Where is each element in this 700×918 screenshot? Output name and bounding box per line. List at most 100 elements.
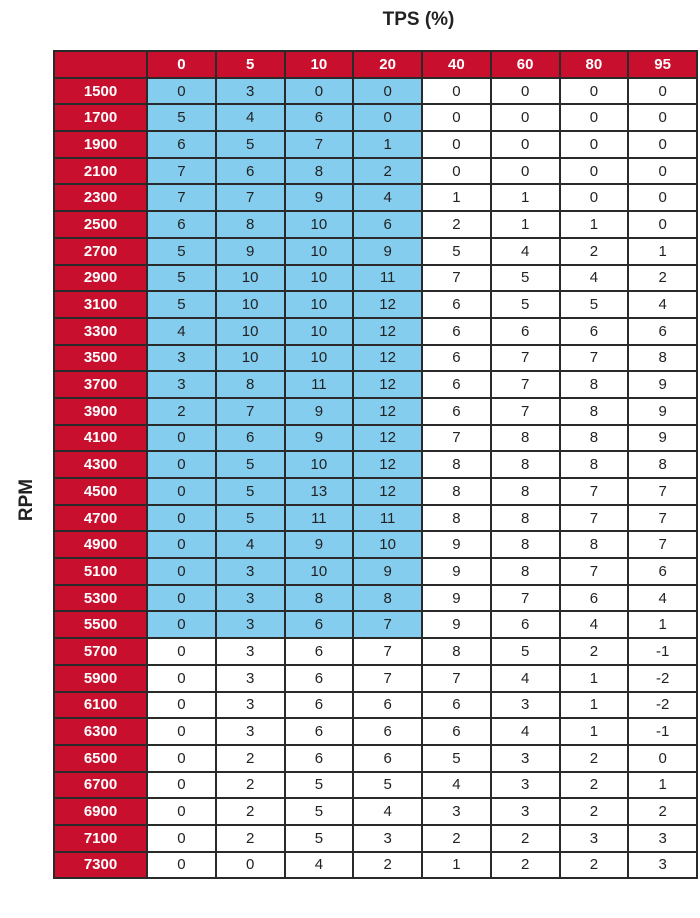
table-row: 6700 0 2 5 5 4 3 2 1 <box>53 770 698 800</box>
table-cell: 0 <box>146 530 217 560</box>
column-header-tps-40: 40 <box>421 50 492 79</box>
row-header-rpm: 1900 <box>53 130 148 159</box>
table-cell: 2 <box>352 850 423 880</box>
table-cell: 4 <box>421 770 492 800</box>
table-row: 4700 0 5 11 11 8 8 7 7 <box>53 503 698 533</box>
table-cell: 2 <box>214 823 286 853</box>
row-header-rpm: 4100 <box>53 423 148 453</box>
table-row: 3300 4 10 10 12 6 6 6 6 <box>53 316 698 346</box>
table-row: 5100 0 3 10 9 9 8 7 6 <box>53 557 698 586</box>
column-header-tps-60: 60 <box>489 50 561 79</box>
table-row: 6300 0 3 6 6 6 4 1 -1 <box>53 717 698 746</box>
table-row: 7300 0 0 4 2 1 2 2 3 <box>53 850 698 880</box>
row-header-rpm: 6100 <box>53 690 148 720</box>
table-cell: 6 <box>352 717 423 746</box>
table-cell: 10 <box>283 263 355 293</box>
row-header-rpm: 2300 <box>53 183 148 213</box>
table-cell: 7 <box>558 343 630 373</box>
table-cell: 1 <box>421 183 492 213</box>
table-cell: 10 <box>214 316 286 346</box>
table-cell: 8 <box>558 396 630 426</box>
table-cell: 5 <box>421 236 492 266</box>
row-header-rpm: 5300 <box>53 583 148 613</box>
table-cell: 9 <box>214 236 286 266</box>
table-cell: 10 <box>214 290 286 319</box>
table-cell: 3 <box>146 370 217 399</box>
table-cell: 10 <box>214 343 286 373</box>
table-cell: 2 <box>214 770 286 800</box>
table-cell: 6 <box>283 610 355 640</box>
table-cell: 5 <box>558 290 630 319</box>
table-cell: 0 <box>283 76 355 106</box>
table-cell: 12 <box>352 343 423 373</box>
table-cell: 3 <box>489 797 561 826</box>
row-header-rpm: 3300 <box>53 316 148 346</box>
table-cell: 3 <box>214 557 286 586</box>
table-row: 3100 5 10 10 12 6 5 5 4 <box>53 290 698 319</box>
table-cell: 10 <box>352 530 423 560</box>
row-header-rpm: 6300 <box>53 717 148 746</box>
table-cell: 0 <box>146 583 217 613</box>
row-header-rpm: 6500 <box>53 743 148 773</box>
table-cell: 11 <box>352 263 423 293</box>
table-cell: 0 <box>352 76 423 106</box>
table-cell: 6 <box>627 316 698 346</box>
row-header-rpm: 6900 <box>53 797 148 826</box>
table-row: 4500 0 5 13 12 8 8 7 7 <box>53 477 698 506</box>
table-cell: 6 <box>421 290 492 319</box>
table-cell: 0 <box>558 130 630 159</box>
table-cell: 1 <box>627 610 698 640</box>
table-cell: 6 <box>214 423 286 453</box>
table-cell: 6 <box>352 743 423 773</box>
table-cell: -2 <box>627 663 698 693</box>
table-cell: 6 <box>558 316 630 346</box>
table-cell: 9 <box>627 396 698 426</box>
table-row: 4900 0 4 9 10 9 8 8 7 <box>53 530 698 560</box>
row-header-rpm: 4700 <box>53 503 148 533</box>
table-cell: 6 <box>146 130 217 159</box>
table-cell: 6 <box>421 370 492 399</box>
table-cell: 8 <box>627 343 698 373</box>
row-header-rpm: 2900 <box>53 263 148 293</box>
table-cell: 7 <box>489 370 561 399</box>
table-cell: 4 <box>489 236 561 266</box>
table-cell: 3 <box>214 690 286 720</box>
row-header-rpm: 3900 <box>53 396 148 426</box>
column-header-tps-0: 0 <box>146 50 217 79</box>
table-cell: 8 <box>489 503 561 533</box>
table-cell: 2 <box>558 850 630 880</box>
table-cell: 0 <box>146 503 217 533</box>
table-cell: 0 <box>146 477 217 506</box>
table-cell: 4 <box>214 530 286 560</box>
table-cell: 8 <box>283 156 355 186</box>
table-cell: 0 <box>146 850 217 880</box>
table-cell: 10 <box>283 236 355 266</box>
table-cell: 12 <box>352 370 423 399</box>
table-cell: 9 <box>421 583 492 613</box>
table-cell: 2 <box>558 743 630 773</box>
table-cell: 2 <box>421 210 492 239</box>
table-cell: 2 <box>558 797 630 826</box>
table-cell: 11 <box>352 503 423 533</box>
table-cell: 5 <box>283 823 355 853</box>
table-cell: 3 <box>214 583 286 613</box>
table-cell: 10 <box>214 263 286 293</box>
table-cell: 2 <box>421 823 492 853</box>
table-cell: 1 <box>558 717 630 746</box>
table-cell: 4 <box>627 583 698 613</box>
table-cell: 6 <box>421 717 492 746</box>
table-cell: 1 <box>489 183 561 213</box>
table-cell: 6 <box>489 610 561 640</box>
table-cell: 2 <box>489 850 561 880</box>
table-cell: 4 <box>627 290 698 319</box>
column-header-tps-95: 95 <box>627 50 698 79</box>
table-cell: 2 <box>627 263 698 293</box>
table-cell: 8 <box>489 477 561 506</box>
row-header-rpm: 3500 <box>53 343 148 373</box>
table-cell: 9 <box>421 557 492 586</box>
table-cell: 0 <box>627 183 698 213</box>
row-header-rpm: 5500 <box>53 610 148 640</box>
table-cell: 0 <box>627 743 698 773</box>
table-cell: 0 <box>421 76 492 106</box>
table-row: 2100 7 6 8 2 0 0 0 0 <box>53 156 698 186</box>
